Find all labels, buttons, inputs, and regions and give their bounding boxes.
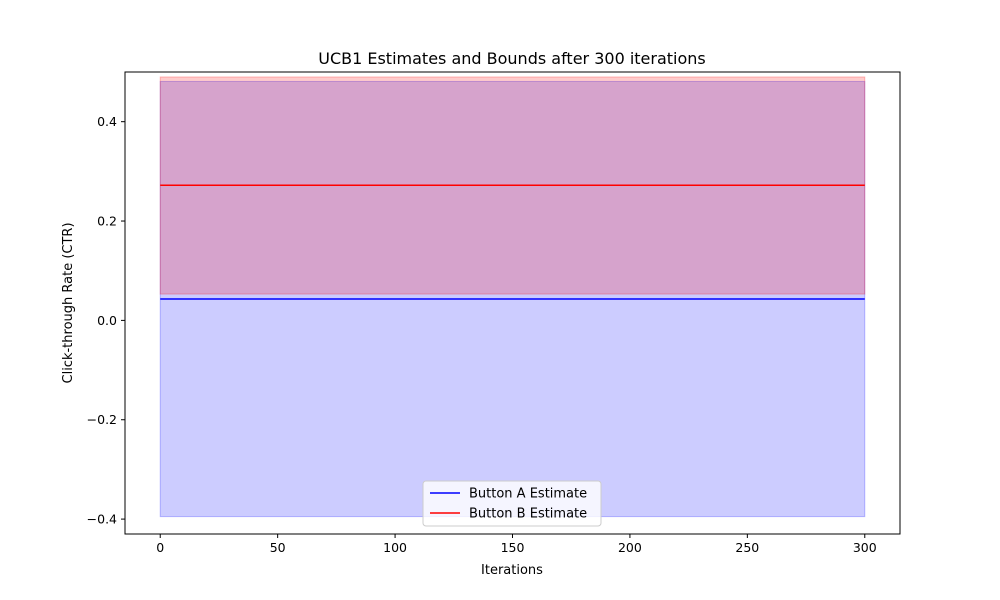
y-tick-label: 0.0 (97, 313, 117, 328)
legend: Button A Estimate Button B Estimate (422, 480, 602, 527)
y-axis-label: Click-through Rate (CTR) (61, 222, 76, 383)
legend-label: Button B Estimate (469, 507, 587, 522)
confidence-bands (159, 76, 866, 518)
x-tick-label: 300 (853, 540, 877, 555)
y-tick-label: −0.2 (87, 412, 117, 427)
estimate-lines (160, 184, 865, 300)
legend-label: Button A Estimate (469, 487, 587, 502)
x-tick-label: 50 (270, 540, 286, 555)
x-tick-label: 150 (501, 540, 525, 555)
x-tick-label: 100 (383, 540, 407, 555)
y-tick-label: 0.4 (97, 114, 117, 129)
chart-title: UCB1 Estimates and Bounds after 300 iter… (318, 49, 706, 68)
x-tick-label: 250 (735, 540, 759, 555)
x-tick-label: 200 (618, 540, 642, 555)
y-axis-ticks: −0.4 −0.2 0.0 0.2 0.4 (87, 114, 125, 527)
x-tick-label: 0 (156, 540, 164, 555)
x-axis-label: Iterations (481, 563, 543, 578)
y-tick-label: 0.2 (97, 214, 117, 229)
legend-box (422, 480, 602, 527)
x-axis-ticks: 0 50 100 150 200 250 300 (156, 534, 877, 555)
y-tick-label: −0.4 (87, 512, 117, 527)
